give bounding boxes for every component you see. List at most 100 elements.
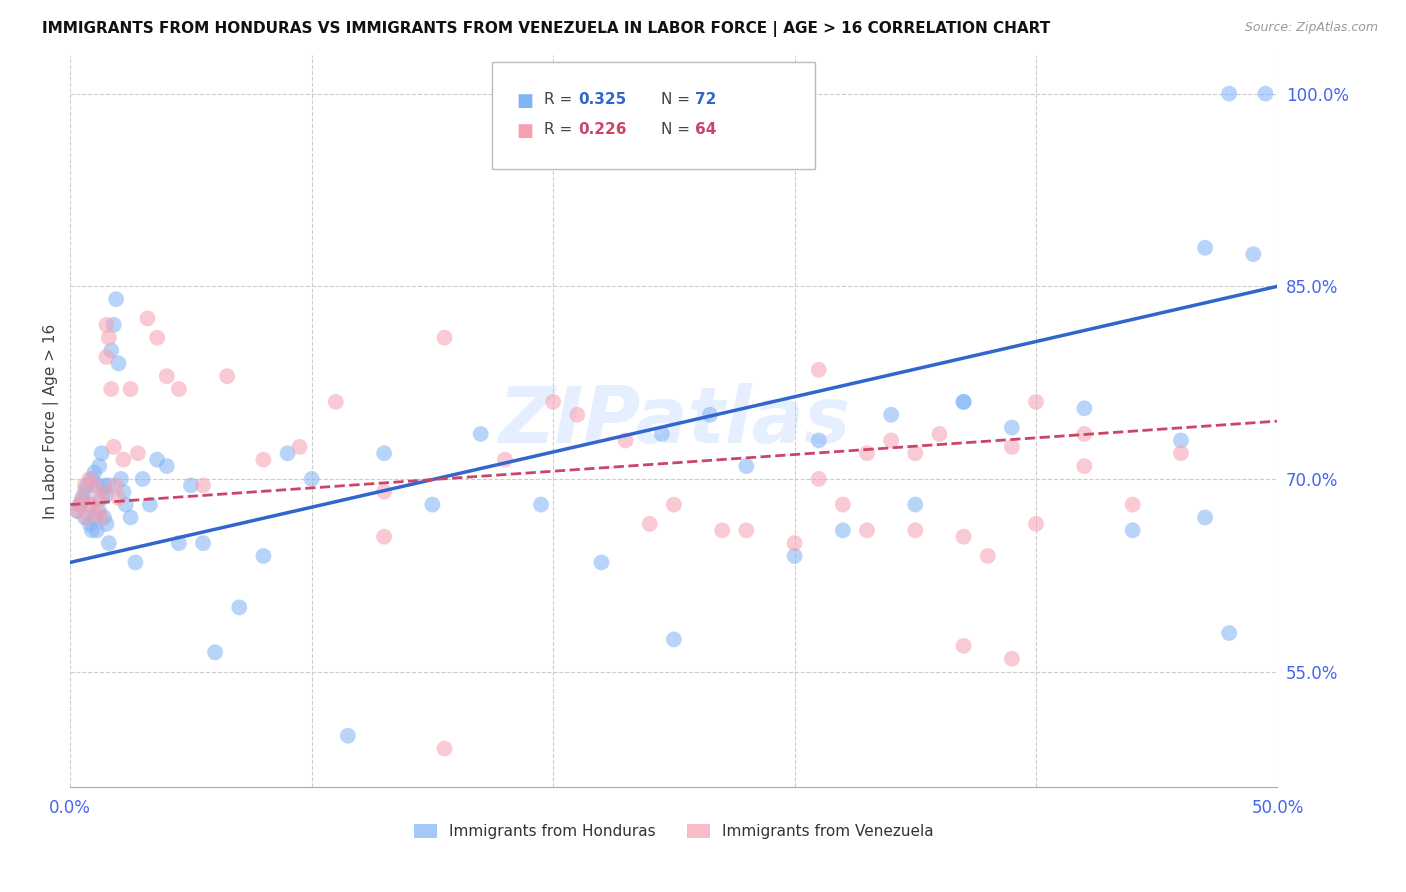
Point bbox=[1001, 651, 1024, 665]
Point bbox=[156, 459, 179, 474]
Point bbox=[79, 516, 101, 531]
Point bbox=[191, 478, 214, 492]
Point bbox=[107, 356, 129, 370]
Point bbox=[1194, 241, 1216, 255]
Text: 72: 72 bbox=[695, 92, 716, 107]
Point bbox=[1001, 420, 1024, 434]
Point bbox=[662, 498, 685, 512]
Point bbox=[325, 395, 347, 409]
Point bbox=[83, 478, 105, 492]
Point bbox=[146, 331, 169, 345]
Point bbox=[139, 498, 162, 512]
Point bbox=[100, 382, 122, 396]
Point bbox=[114, 498, 136, 512]
Point bbox=[73, 478, 96, 492]
Point bbox=[699, 408, 721, 422]
Point bbox=[904, 524, 927, 538]
Point bbox=[373, 530, 395, 544]
Point bbox=[73, 510, 96, 524]
Point bbox=[103, 440, 125, 454]
Point bbox=[120, 382, 142, 396]
Point bbox=[288, 440, 311, 454]
Point bbox=[100, 343, 122, 358]
Point bbox=[433, 331, 456, 345]
Point bbox=[373, 484, 395, 499]
Point bbox=[638, 516, 661, 531]
Point bbox=[1122, 524, 1144, 538]
Point bbox=[1073, 427, 1095, 442]
Point bbox=[96, 350, 118, 364]
Point bbox=[433, 741, 456, 756]
Text: 64: 64 bbox=[695, 122, 716, 137]
Point bbox=[96, 487, 118, 501]
Point bbox=[541, 395, 564, 409]
Point bbox=[80, 472, 103, 486]
Point bbox=[110, 472, 132, 486]
Text: N =: N = bbox=[661, 122, 695, 137]
Point bbox=[89, 504, 111, 518]
Point bbox=[97, 536, 120, 550]
Point bbox=[167, 382, 190, 396]
Point bbox=[735, 459, 758, 474]
Point bbox=[93, 510, 115, 524]
Point bbox=[127, 446, 149, 460]
Point bbox=[80, 524, 103, 538]
Point bbox=[614, 434, 637, 448]
Point bbox=[72, 491, 94, 506]
Point bbox=[470, 427, 492, 442]
Point bbox=[904, 498, 927, 512]
Point bbox=[1170, 434, 1192, 448]
Point bbox=[83, 510, 105, 524]
Text: ■: ■ bbox=[516, 92, 533, 110]
Point bbox=[856, 446, 879, 460]
Point bbox=[1241, 247, 1264, 261]
Point bbox=[80, 498, 103, 512]
Point bbox=[76, 478, 98, 492]
Point bbox=[952, 639, 974, 653]
Point bbox=[711, 524, 734, 538]
Point bbox=[952, 530, 974, 544]
Point bbox=[66, 504, 89, 518]
Point bbox=[90, 446, 112, 460]
Point bbox=[83, 466, 105, 480]
Point bbox=[112, 452, 135, 467]
Point bbox=[373, 446, 395, 460]
Point bbox=[530, 498, 553, 512]
Point bbox=[252, 549, 274, 563]
Point bbox=[336, 729, 359, 743]
Point bbox=[277, 446, 299, 460]
Text: R =: R = bbox=[544, 122, 578, 137]
Point bbox=[90, 491, 112, 506]
Point bbox=[167, 536, 190, 550]
Point bbox=[422, 498, 444, 512]
Point bbox=[86, 504, 108, 518]
Point bbox=[72, 491, 94, 506]
Point bbox=[807, 363, 830, 377]
Point bbox=[1194, 510, 1216, 524]
Point bbox=[86, 478, 108, 492]
Point bbox=[662, 632, 685, 647]
Point bbox=[105, 478, 128, 492]
Point bbox=[124, 555, 146, 569]
Text: ■: ■ bbox=[516, 122, 533, 140]
Text: Source: ZipAtlas.com: Source: ZipAtlas.com bbox=[1244, 21, 1378, 34]
Text: IMMIGRANTS FROM HONDURAS VS IMMIGRANTS FROM VENEZUELA IN LABOR FORCE | AGE > 16 : IMMIGRANTS FROM HONDURAS VS IMMIGRANTS F… bbox=[42, 21, 1050, 37]
Point bbox=[136, 311, 159, 326]
Point bbox=[301, 472, 323, 486]
Point bbox=[69, 498, 91, 512]
Text: N =: N = bbox=[661, 92, 695, 107]
Point bbox=[1254, 87, 1277, 101]
Point bbox=[952, 395, 974, 409]
Point bbox=[807, 434, 830, 448]
Point bbox=[191, 536, 214, 550]
Point bbox=[86, 524, 108, 538]
Point bbox=[90, 510, 112, 524]
Point bbox=[105, 292, 128, 306]
Point bbox=[146, 452, 169, 467]
Y-axis label: In Labor Force | Age > 16: In Labor Force | Age > 16 bbox=[44, 324, 59, 519]
Point bbox=[880, 434, 903, 448]
Point bbox=[1025, 395, 1047, 409]
Point bbox=[96, 318, 118, 332]
Point bbox=[131, 472, 153, 486]
Point bbox=[73, 484, 96, 499]
